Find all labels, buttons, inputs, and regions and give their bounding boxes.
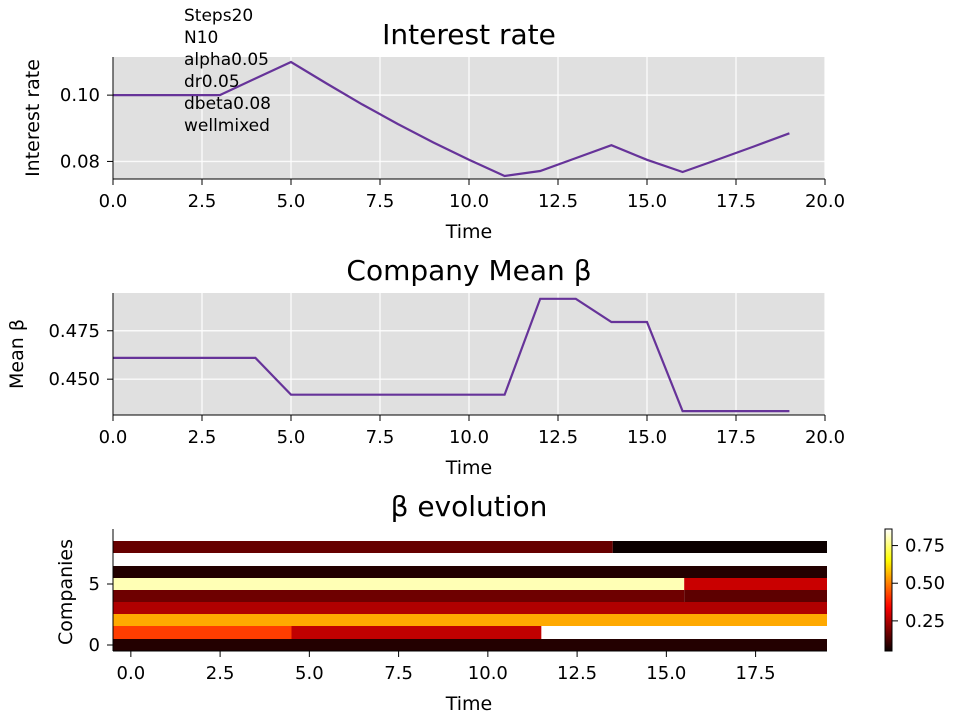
heatmap-y-tick-label: 5 [89, 574, 100, 595]
parameter-annotation: Steps20 N10 alpha0.05 dr0.05 dbeta0.08 w… [184, 6, 271, 136]
beta-evolution-title: β evolution [391, 490, 548, 523]
heatmap-x-tick-label: 10.0 [468, 663, 508, 684]
heatmap-x-tick-label: 15.0 [646, 663, 686, 684]
interest-rate-x-label: Time [445, 221, 493, 243]
annotation-line: N10 [184, 28, 218, 48]
mean-beta-title: Company Mean β [346, 254, 591, 287]
mean-beta-x-tick-label: 10.0 [449, 427, 489, 448]
interest-rate-x-tick-label: 12.5 [538, 191, 578, 212]
heatmap-cell [684, 590, 827, 602]
heatmap-x-tick-label: 5.0 [295, 663, 324, 684]
heatmap-x-label: Time [445, 693, 493, 715]
annotation-line: alpha0.05 [184, 50, 269, 70]
heatmap-x-tick-label: 0.0 [117, 663, 146, 684]
mean-beta-x-tick-label: 20.0 [805, 427, 845, 448]
heatmap-cell [113, 639, 827, 651]
mean-beta-chart: 0.0 2.5 5.0 7.5 10.0 12.5 15.0 17.5 20.0 0.4500.… [6, 254, 845, 479]
colorbar: 0.25 0.50 0.75 [884, 528, 945, 652]
colorbar-tick-label: 0.25 [905, 611, 945, 632]
mean-beta-y-label: Mean β [6, 319, 28, 389]
heatmap-x-tick-label: 2.5 [206, 663, 235, 684]
colorbar-ticks: 0.25 0.50 0.75 [892, 536, 945, 632]
interest-rate-x-tick-label: 15.0 [627, 191, 667, 212]
heatmap-cell [291, 626, 542, 639]
heatmap-cell [684, 578, 827, 590]
heatmap-cell [113, 590, 685, 602]
heatmap-cell [541, 626, 827, 639]
interest-rate-grid [112, 57, 826, 179]
mean-beta-x-tick-label: 7.5 [366, 427, 395, 448]
interest-rate-x-tick-label: 5.0 [277, 191, 306, 212]
heatmap-x-tick-label: 7.5 [384, 663, 413, 684]
annotation-line: wellmixed [184, 116, 270, 136]
heatmap-cell [113, 541, 613, 553]
heatmap-x-tick-label: 17.5 [736, 663, 776, 684]
heatmap-y-label: Companies [55, 539, 77, 645]
mean-beta-x-tick-label: 0.0 [99, 427, 128, 448]
colorbar-tick-label: 0.50 [905, 573, 945, 594]
interest-rate-x-tick-label: 7.5 [366, 191, 395, 212]
mean-beta-x-tick-label: 15.0 [627, 427, 667, 448]
interest-rate-y-label: Interest rate [22, 59, 44, 177]
interest-rate-x-tick-label: 0.0 [99, 191, 128, 212]
heatmap-cell [113, 614, 827, 626]
heatmap-cell [612, 541, 827, 553]
interest-rate-title: Interest rate [382, 18, 556, 51]
annotation-line: dbeta0.08 [184, 94, 271, 114]
mean-beta-x-label: Time [445, 457, 493, 479]
interest-rate-y-tick-label: 0.10 [60, 85, 100, 106]
annotation-line: dr0.05 [184, 72, 240, 92]
heatmap-x-ticks: 0.0 2.5 5.0 7.5 10.0 12.5 15.0 17.5 [117, 651, 776, 684]
heatmap-x-tick-label: 12.5 [557, 663, 597, 684]
colorbar-tick-label: 0.75 [905, 536, 945, 557]
interest-rate-y-ticks: 0.08 0.10 [60, 85, 113, 172]
mean-beta-x-tick-label: 17.5 [716, 427, 756, 448]
mean-beta-y-tick-label: 0.450 [48, 369, 100, 390]
mean-beta-x-tick-label: 12.5 [538, 427, 578, 448]
heatmap-cell [113, 626, 292, 639]
heatmap-cell [113, 578, 685, 590]
annotation-line: Steps20 [184, 6, 253, 26]
interest-rate-chart: 0.0 2.5 5.0 7.5 10.0 12.5 15.0 17.5 20.0 0.08 0.1… [22, 6, 845, 243]
mean-beta-y-ticks: 0.450 0.475 [48, 321, 113, 390]
colorbar-gradient [884, 528, 893, 652]
interest-rate-x-tick-label: 2.5 [188, 191, 217, 212]
interest-rate-x-tick-label: 20.0 [805, 191, 845, 212]
heatmap-cells [113, 541, 827, 651]
heatmap-cell [113, 602, 827, 614]
heatmap-cell [113, 553, 827, 566]
heatmap-y-ticks: 05 [89, 574, 113, 656]
interest-rate-y-tick-label: 0.08 [60, 151, 100, 172]
interest-rate-x-ticks: 0.0 2.5 5.0 7.5 10.0 12.5 15.0 17.5 20.0 [99, 179, 845, 212]
interest-rate-line [113, 60, 790, 178]
heatmap-cell [113, 566, 827, 578]
interest-rate-x-tick-label: 17.5 [716, 191, 756, 212]
heatmap-y-tick-label: 0 [89, 635, 100, 656]
interest-rate-x-tick-label: 10.0 [449, 191, 489, 212]
mean-beta-line [113, 297, 790, 413]
beta-evolution-chart: 0.0 2.5 5.0 7.5 10.0 12.5 15.0 17.5 05 β evolut… [55, 490, 945, 715]
mean-beta-x-ticks: 0.0 2.5 5.0 7.5 10.0 12.5 15.0 17.5 20.0 [99, 415, 845, 448]
mean-beta-x-tick-label: 5.0 [277, 427, 306, 448]
mean-beta-x-tick-label: 2.5 [188, 427, 217, 448]
mean-beta-y-tick-label: 0.475 [48, 321, 100, 342]
